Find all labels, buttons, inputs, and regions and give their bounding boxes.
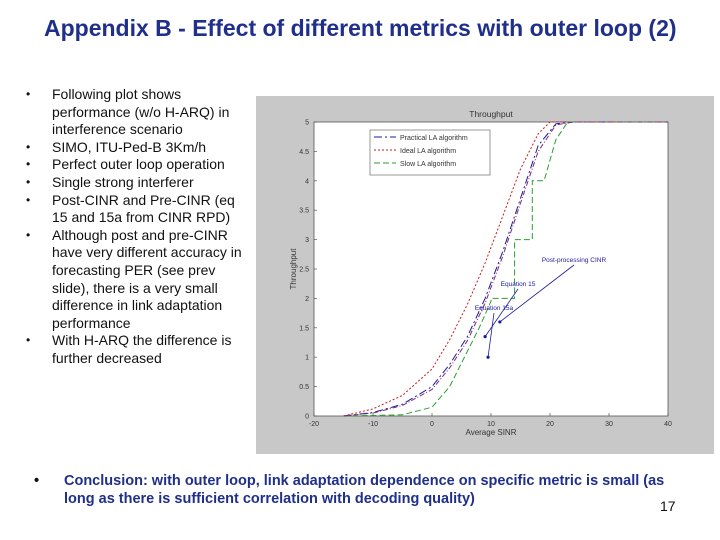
y-axis-label: Throughput [289,248,298,290]
x-tick-label: 20 [546,421,554,428]
x-tick-label: -10 [368,421,378,428]
series-line-3 [343,121,668,417]
y-tick-label: 1.5 [299,325,309,332]
bullet-item: Although post and pre-CINR have very dif… [22,227,254,333]
bullet-item: With H-ARQ the difference is further dec… [22,332,254,367]
throughput-chart: Throughput Average SINR Throughput -20 -1… [289,109,672,437]
x-tick-label: 10 [487,421,495,428]
y-tick-label: 1 [305,355,309,362]
annotations: Post-processing CINR Equation 15 Equation … [475,257,607,359]
series-line-2 [343,121,668,417]
legend-entry: Practical LA algorithm [400,135,468,142]
annotation-arrow [484,288,519,337]
bullet-list: Following plot shows performance (w/o H-… [22,86,254,368]
y-tick-label: 0 [305,414,309,421]
throughput-figure: Throughput Average SINR Throughput -20 -1… [256,96,714,454]
x-tick-label: -20 [309,421,319,428]
y-tick-label: 4 [305,178,309,185]
x-tick-label: 40 [664,421,672,428]
axis-ticks: -20 -10 0 10 20 30 40 0 0.5 1 1.5 2 2.5 3 3.5 4 4.5 5 [299,120,672,429]
annotation-arrow [487,312,495,358]
series-lines [343,121,668,417]
annotation-arrowhead [483,335,487,339]
y-tick-label: 4.5 [299,149,309,156]
x-tick-label: 30 [605,421,613,428]
annotation-label: Post-processing CINR [542,257,607,264]
annotation-arrow [499,264,575,323]
legend-entry: Ideal LA algorithm [400,148,456,155]
legend-entry: Slow LA algorithm [400,161,456,168]
bullet-item: SIMO, ITU-Ped-B 3Km/h [22,139,254,157]
x-tick-label: 0 [430,421,434,428]
x-axis-label: Average SINR [466,428,517,437]
bullet-item: Single strong interferer [22,174,254,192]
slide-title: Appendix B - Effect of different metrics… [44,15,677,41]
conclusion-text: Conclusion: with outer loop, link adapta… [30,472,692,508]
y-tick-label: 3.5 [299,208,309,215]
bullet-item: Following plot shows performance (w/o H-… [22,86,254,139]
page-number: 17 [660,498,676,514]
annotation-label: Equation 15a [475,305,514,312]
bullet-item: Post-CINR and Pre-CINR (eq 15 and 15a fr… [22,192,254,227]
annotation-arrowhead [498,320,502,324]
y-tick-label: 3 [305,237,309,244]
annotation-arrowhead [486,355,490,359]
plot-area [313,121,669,417]
y-tick-label: 0.5 [299,384,309,391]
y-tick-label: 2 [305,296,309,303]
y-tick-label: 2.5 [299,267,309,274]
legend: Practical LA algorithm Ideal LA algorithm… [369,129,491,176]
annotation-label: Equation 15 [501,281,536,288]
y-tick-label: 5 [305,120,309,127]
bullet-item: Perfect outer loop operation [22,156,254,174]
chart-title: Throughput [469,109,513,119]
